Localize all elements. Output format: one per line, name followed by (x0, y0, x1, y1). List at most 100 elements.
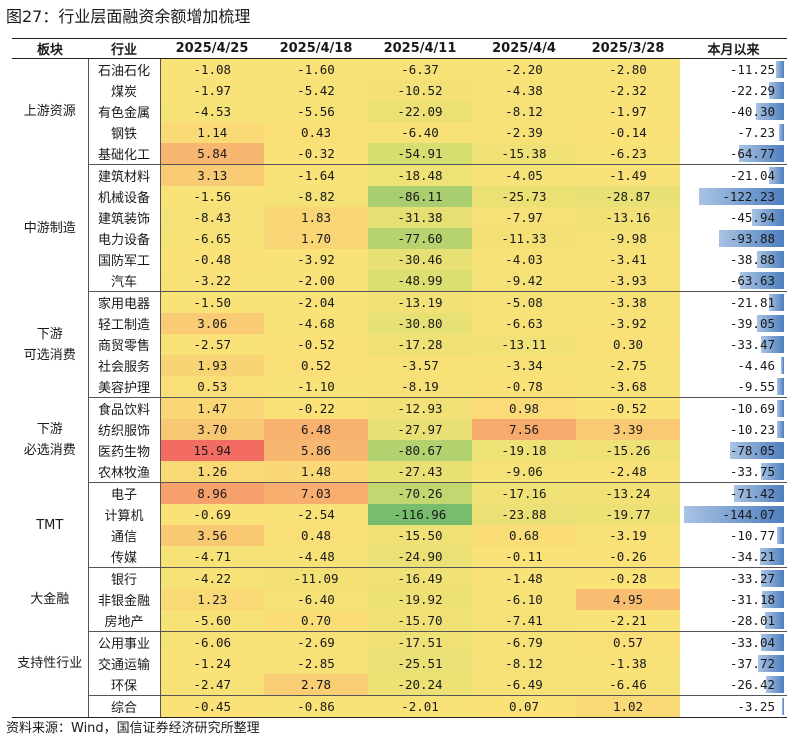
table-row: TMT 电子 8.96 7.03 -70.26 -17.16 -13.24 -71.42 (12, 482, 787, 568)
month-databar (757, 655, 784, 672)
industry-cell: 美容护理 (88, 376, 161, 398)
table-row: 基础化工 5.84 -0.32 -54.91 -15.38 -6.23 -64.77 (12, 143, 787, 165)
month-value: -33.04 (729, 635, 775, 650)
value-cell: -25.73 (472, 186, 576, 207)
value-cell: -2.69 (264, 631, 368, 653)
month-cell: -39.05 (680, 313, 787, 334)
industry-cell: 纺织服饰 (88, 419, 161, 440)
month-databar (760, 336, 784, 353)
industry-cell: 基础化工 (88, 143, 161, 165)
value-cell: 2.78 (264, 674, 368, 696)
value-cell: -1.48 (472, 567, 576, 589)
industry-cell: 机械设备 (88, 186, 161, 207)
value-cell: -6.65 (160, 228, 264, 249)
value-cell: -2.01 (368, 695, 472, 718)
sector-cell (12, 695, 89, 718)
value-cell: -5.42 (264, 80, 368, 101)
value-cell: -7.97 (472, 207, 576, 228)
value-cell: 5.84 (160, 143, 264, 165)
value-cell: -10.52 (368, 80, 472, 101)
industry-cell: 电力设备 (88, 228, 161, 249)
value-cell: -3.38 (576, 291, 680, 313)
month-databar (684, 506, 784, 523)
month-cell: -71.42 (680, 483, 787, 505)
value-cell: -27.43 (368, 461, 472, 483)
month-value: -10.77 (729, 528, 775, 543)
header-industry: 行业 (88, 38, 160, 59)
month-value: -64.77 (729, 146, 775, 161)
industry-cell: 医药生物 (88, 440, 161, 461)
value-cell: -1.38 (576, 653, 680, 674)
month-cell: -21.04 (680, 165, 787, 187)
month-databar (764, 612, 784, 629)
month-databar (768, 82, 784, 99)
month-databar (739, 272, 784, 289)
value-cell: 1.83 (264, 207, 368, 228)
sector-cell: 下游 必选消费 (12, 397, 89, 483)
value-cell: 1.26 (160, 461, 264, 483)
industry-cell: 食品饮料 (88, 397, 161, 419)
source-note: 资料来源：Wind，国信证券经济研究所整理 (6, 721, 260, 736)
month-cell: -38.88 (680, 249, 787, 270)
month-databar (734, 485, 784, 502)
table-row: 综合 -0.45 -0.86 -2.01 0.07 1.02 -3.25 (12, 695, 787, 718)
month-cell: -22.29 (680, 80, 787, 101)
month-cell: -3.25 (680, 695, 787, 718)
value-cell: -0.48 (160, 249, 264, 270)
month-value: -31.18 (729, 592, 775, 607)
value-cell: -3.93 (576, 270, 680, 292)
month-cell: -144.07 (680, 504, 787, 525)
value-cell: -4.03 (472, 249, 576, 270)
value-cell: -5.60 (160, 610, 264, 632)
value-cell: 0.53 (160, 376, 264, 398)
value-cell: -30.46 (368, 249, 472, 270)
table-row: 中游制造 建筑材料 3.13 -1.64 -18.48 -4.05 -1.49 -21.04 (12, 164, 787, 292)
value-cell: 1.47 (160, 397, 264, 419)
value-cell: -1.97 (160, 80, 264, 101)
industry-cell: 公用事业 (88, 631, 161, 653)
value-cell: 0.70 (264, 610, 368, 632)
month-cell: -31.18 (680, 589, 787, 610)
month-value: -144.07 (722, 507, 775, 522)
value-cell: -8.82 (264, 186, 368, 207)
table-row: 非银金融 1.23 -6.40 -19.92 -6.10 4.95 -31.18 (12, 589, 787, 610)
month-value: -10.23 (729, 422, 775, 437)
value-cell: -2.47 (160, 674, 264, 696)
value-cell: -1.64 (264, 164, 368, 186)
value-cell: -31.38 (368, 207, 472, 228)
table-row: 交通运输 -1.24 -2.85 -25.51 -8.12 -1.38 -37.72 (12, 653, 787, 674)
value-cell: -4.48 (264, 546, 368, 568)
value-cell: 5.86 (264, 440, 368, 461)
month-cell: -64.77 (680, 143, 787, 165)
month-databar (776, 421, 784, 438)
value-cell: -8.12 (472, 101, 576, 122)
table-row: 国防军工 -0.48 -3.92 -30.46 -4.03 -3.41 -38.88 (12, 249, 787, 270)
value-cell: -3.92 (264, 249, 368, 270)
value-cell: 4.95 (576, 589, 680, 610)
value-cell: 1.02 (576, 695, 680, 718)
value-cell: -9.42 (472, 270, 576, 292)
month-value: -28.01 (729, 613, 775, 628)
value-cell: 15.94 (160, 440, 264, 461)
table-row: 钢铁 1.14 0.43 -6.40 -2.39 -0.14 -7.23 (12, 122, 787, 143)
value-cell: -3.19 (576, 525, 680, 546)
month-databar (756, 103, 784, 120)
value-cell: -4.53 (160, 101, 264, 122)
value-cell: 0.52 (264, 355, 368, 376)
value-cell: 3.13 (160, 164, 264, 186)
value-cell: -15.70 (368, 610, 472, 632)
industry-cell: 传媒 (88, 546, 161, 568)
sector-label-line: 中游制造 (23, 220, 76, 236)
value-cell: -0.26 (576, 546, 680, 568)
industry-cell: 交通运输 (88, 653, 161, 674)
value-cell: -86.11 (368, 186, 472, 207)
value-cell: -12.93 (368, 397, 472, 419)
value-cell: -3.22 (160, 270, 264, 292)
table-row: 下游 必选消费 食品饮料 1.47 -0.22 -12.93 0.98 -0.52 -10.69 (12, 397, 787, 483)
value-cell: -4.22 (160, 567, 264, 589)
month-cell: -33.47 (680, 334, 787, 355)
month-value: -3.25 (737, 699, 775, 714)
value-cell: -30.80 (368, 313, 472, 334)
value-cell: -1.50 (160, 291, 264, 313)
value-cell: -15.50 (368, 525, 472, 546)
